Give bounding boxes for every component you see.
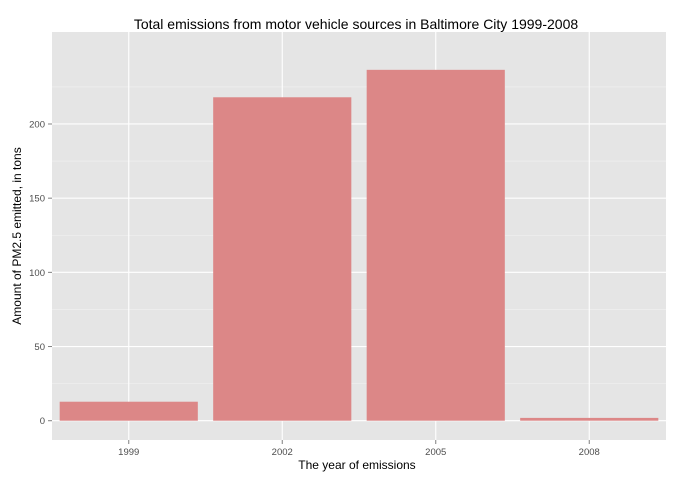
- bar-2008: [520, 417, 659, 421]
- x-tick-label: 1999: [118, 447, 139, 458]
- bar-2002: [213, 97, 352, 421]
- y-axis-label: Amount of PM2.5 emitted, in tons: [10, 147, 24, 324]
- x-axis-label: The year of emissions: [298, 458, 415, 472]
- y-tick-label: 200: [29, 119, 45, 130]
- y-tick-label: 100: [29, 268, 45, 279]
- x-axis-ticks: 1999 2002 2005 2008: [118, 440, 600, 458]
- x-tick-label: 2002: [272, 447, 293, 458]
- bars: [59, 69, 659, 421]
- y-tick-label: 150: [29, 194, 45, 205]
- x-tick-label: 2005: [425, 447, 446, 458]
- chart-title: Total emissions from motor vehicle sourc…: [134, 16, 579, 32]
- plot-panel: [52, 32, 666, 440]
- y-tick-label: 0: [40, 416, 45, 427]
- bar-2005: [366, 69, 505, 421]
- y-tick-label: 50: [34, 342, 45, 353]
- x-tick-label: 2008: [579, 447, 600, 458]
- bar-1999: [59, 401, 198, 421]
- y-axis-ticks: 0 50 100 150 200: [29, 119, 52, 427]
